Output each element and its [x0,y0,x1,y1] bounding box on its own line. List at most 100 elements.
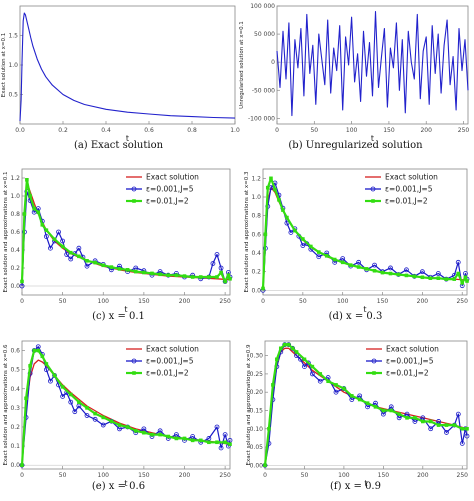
series-point-circle [19,283,25,289]
series-point-circle [459,441,465,446]
x-axis-label: t [363,305,366,314]
series-point-circle [68,399,74,405]
series-point-square [316,250,321,254]
series-point-circle [48,245,53,251]
x-tick-label: 0 [20,298,24,305]
x-tick-label: 150 [138,298,150,305]
x-tick-label: 200 [417,298,429,305]
series-point-square [223,279,227,284]
series-point-square [290,346,295,351]
x-tick-label: 50 [59,298,67,305]
series-point-circle [317,378,323,384]
series-point-square [52,237,57,241]
y-tick-label: 0.0 [10,462,20,469]
legend-entry: Exact solution [146,173,199,182]
series-point-square [101,263,106,268]
series-point-square [150,271,154,276]
series-point-square [324,254,329,258]
series-point-circle [444,430,449,435]
series-point-circle [218,445,224,451]
series-point-square [460,426,465,431]
x-axis-label: t [371,134,374,143]
y-tick-label: 0.05 [250,444,264,451]
plot-frame [262,168,468,296]
series-point-square [174,273,179,277]
series-point-square [436,276,441,280]
chart-panel-c: 0 50 100 150 200 250 0.0 0.2 0.4 0.6 0.8 1.0 1.2 t Exa… [0,163,237,323]
y-tick-label: 0.10 [250,426,264,433]
chart-svg: 0 50 100 150 200 250 0.0 0.2 0.4 0.6 0.8 1.0 1.2 t Exa… [3,168,233,314]
x-tick-label: 50 [59,472,67,479]
series-point-circle [60,394,66,399]
series-point-square [421,419,425,424]
plot-frame [276,5,469,125]
series-point-square [310,364,315,369]
series-point-square [460,281,465,285]
series-point-circle [52,372,57,378]
series-line-green [20,349,231,466]
legend-entry: ε=0.01,J=2 [146,369,189,378]
series-point-square [85,406,89,410]
series-point-circle [455,259,461,265]
series-point-circle [84,263,90,269]
series-point-square [68,392,73,397]
y-axis-label: Exact solution and approximations at x=0… [244,171,250,292]
y-tick-label: 0.20 [250,389,264,396]
chart-svg: 0.0 0.2 0.4 0.6 0.8 1.0 0.5 1.0 1.5 t Exact soluti… [1,5,240,143]
series-point-square [348,263,353,267]
series-point-square [265,185,270,190]
series-point-circle [100,422,106,428]
series-point-square [334,383,338,387]
series-point-square [452,423,457,427]
series-point-square [20,279,24,284]
series-point-square [28,364,32,368]
series-point-circle [60,238,66,244]
series-point-square [456,271,461,276]
series-point-square [40,354,45,359]
y-tick-label: 0.6 [10,229,20,236]
legend-marker-square [132,371,136,375]
series-point-square [413,416,417,420]
series-point-square [198,275,203,279]
series-point-square [332,257,337,262]
y-axis-label: Exact solution and approximations at x=0… [3,172,9,293]
chart-panel-b: 0 50 100 150 200 250 -100 000 -50 000 0 50 000 100… [237,0,474,151]
series-point-circle [333,389,339,395]
series-point-circle [190,434,196,439]
series-point-square [117,267,122,271]
series-point-square [44,362,49,366]
series-point-square [142,270,146,275]
series-point-square [373,405,378,409]
series-line-exact-solid-blue [19,12,236,122]
series-point-square [465,279,469,283]
series-point-circle [157,428,163,434]
y-tick-label: 0.6 [251,231,261,238]
series-line-exact [264,347,468,466]
series-point-circle [141,426,147,432]
series-point-circle [43,234,49,239]
series-point-square [261,286,265,291]
series-point-square [215,440,219,445]
series-point-square [60,244,65,249]
series-point-square [412,274,417,279]
series-point-square [444,423,449,427]
legend-entry: ε=0.01,J=2 [146,197,189,206]
series-point-square [365,401,370,405]
series-point-square [357,397,362,402]
panel-caption: (d) x = 0.3 [328,311,383,322]
series-point-circle [214,424,220,430]
series-point-circle [48,378,53,384]
series-point-square [396,272,401,277]
x-tick-label: 100 [98,472,110,479]
series-point-square [109,419,114,424]
series-point-circle [43,367,49,373]
series-point-square [93,260,97,265]
series-point-circle [227,437,233,443]
series-point-circle [300,243,306,248]
series-point-square [150,432,154,437]
series-line-blue [21,346,231,466]
series-point-square [223,440,227,445]
series-point-circle [419,269,425,275]
series-point-square [207,275,211,279]
series-point-square [349,394,354,398]
